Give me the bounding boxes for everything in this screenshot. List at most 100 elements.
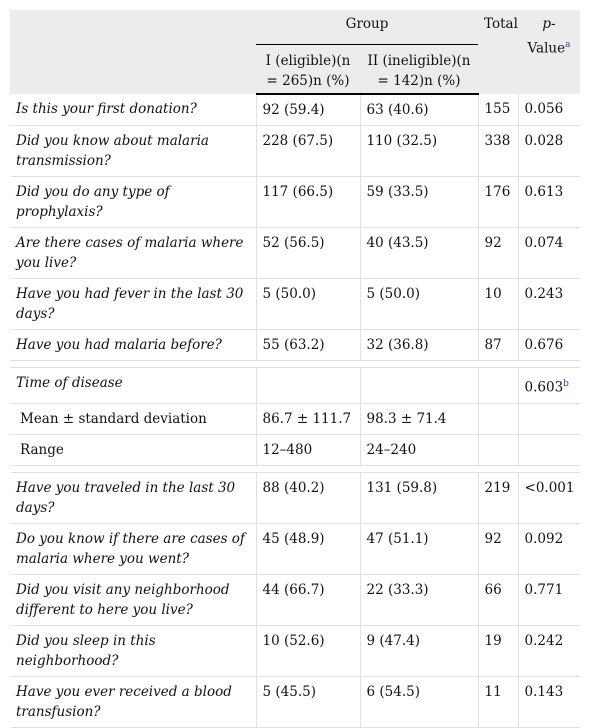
table-row: Did you do any type of prophylaxis? 117 … [10, 176, 581, 228]
question-cell: Are there cases of malaria where you liv… [10, 227, 256, 279]
pvalue-cell: 0.603b [517, 367, 581, 404]
table-row-range: Range 12–480 24–240 [10, 434, 581, 466]
pvalue-text: 0.603 [524, 379, 564, 396]
footnote-b-link[interactable]: b [563, 379, 569, 389]
header-empty-cell [10, 10, 256, 94]
total-cell: 66 [477, 574, 519, 626]
eligible-cell: 86.7 ± 111.7 [255, 403, 360, 435]
pvalue-cell: 0.242 [517, 625, 581, 677]
eligible-cell: 92 (59.4) [255, 94, 360, 126]
ineligible-cell: 131 (59.8) [359, 472, 479, 524]
ineligible-cell: 5 (50.0) [359, 278, 479, 330]
question-cell: Is this your first donation? [10, 94, 256, 126]
total-cell: 219 [477, 472, 519, 524]
eligible-cell: 44 (66.7) [255, 574, 360, 626]
eligible-cell: 228 (67.5) [255, 125, 360, 177]
ineligible-cell: 110 (32.5) [359, 125, 479, 177]
malaria-survey-table: Group Total p- Valuea I (eligible)(n = 2… [10, 10, 581, 728]
eligible-cell: 52 (56.5) [255, 227, 360, 279]
eligible-cell: 55 (63.2) [255, 329, 360, 361]
table-row-time-of-disease: Time of disease 0.603b [10, 367, 581, 404]
header-col-ineligible: II (ineligible)(n = 142)n (%) [360, 44, 479, 95]
data-table-container: Group Total p- Valuea I (eligible)(n = 2… [10, 10, 581, 728]
ineligible-cell: 22 (33.3) [359, 574, 479, 626]
question-cell: Did you sleep in this neighborhood? [10, 625, 256, 677]
question-cell: Did you know about malaria transmission? [10, 125, 256, 177]
header-pvalue-label: Value [527, 40, 566, 57]
question-cell: Did you do any type of prophylaxis? [10, 176, 256, 228]
header-col-eligible: I (eligible)(n = 265)n (%) [256, 44, 360, 95]
eligible-cell [255, 367, 360, 404]
table-row: Have you traveled in the last 30 days? 8… [10, 472, 581, 524]
ineligible-cell: 6 (54.5) [359, 676, 479, 728]
header-total: Total [478, 10, 519, 94]
eligible-cell: 5 (50.0) [255, 278, 360, 330]
question-cell: Did you visit any neighborhood different… [10, 574, 256, 626]
pvalue-cell: 0.056 [517, 94, 581, 126]
total-cell: 338 [477, 125, 519, 177]
pvalue-cell: <0.001 [517, 472, 581, 524]
total-cell: 19 [477, 625, 519, 677]
question-cell: Have you had fever in the last 30 days? [10, 278, 256, 330]
total-cell: 87 [477, 329, 519, 361]
table-row: Did you know about malaria transmission?… [10, 125, 581, 177]
total-cell: 10 [477, 278, 519, 330]
pvalue-cell [517, 403, 581, 435]
pvalue-cell: 0.074 [517, 227, 581, 279]
pvalue-cell: 0.676 [517, 329, 581, 361]
total-cell [477, 403, 519, 435]
ineligible-cell [359, 367, 479, 404]
eligible-cell: 10 (52.6) [255, 625, 360, 677]
question-cell: Time of disease [10, 367, 256, 404]
header-pvalue-p: p- [542, 16, 556, 32]
eligible-cell: 45 (48.9) [255, 523, 360, 575]
pvalue-cell [517, 434, 581, 466]
total-cell: 176 [477, 176, 519, 228]
header-group: Group [256, 10, 479, 45]
mean-label-cell: Mean ± standard deviation [10, 403, 256, 435]
footnote-a-link[interactable]: a [565, 40, 571, 50]
ineligible-cell: 59 (33.5) [359, 176, 479, 228]
total-cell [477, 434, 519, 466]
table-row: Have you ever received a blood transfusi… [10, 676, 581, 728]
ineligible-cell: 63 (40.6) [359, 94, 479, 126]
pvalue-cell: 0.613 [517, 176, 581, 228]
table-row: Is this your first donation? 92 (59.4) 6… [10, 94, 581, 126]
ineligible-cell: 40 (43.5) [359, 227, 479, 279]
eligible-cell: 117 (66.5) [255, 176, 360, 228]
header-row-1: Group Total p- Valuea [10, 10, 581, 94]
total-cell: 155 [477, 94, 519, 126]
ineligible-cell: 32 (36.8) [359, 329, 479, 361]
ineligible-cell: 9 (47.4) [359, 625, 479, 677]
pvalue-cell: 0.143 [517, 676, 581, 728]
pvalue-cell: 0.243 [517, 278, 581, 330]
table-row: Did you sleep in this neighborhood? 10 (… [10, 625, 581, 677]
table-row-mean: Mean ± standard deviation 86.7 ± 111.7 9… [10, 403, 581, 435]
table-row: Have you had malaria before? 55 (63.2) 3… [10, 329, 581, 361]
total-cell: 92 [477, 523, 519, 575]
header-row-2: I (eligible)(n = 265)n (%) II (ineligibl… [10, 44, 580, 95]
pvalue-cell: 0.028 [517, 125, 581, 177]
spacer-row [10, 360, 581, 368]
question-cell: Have you traveled in the last 30 days? [10, 472, 256, 524]
table-row: Are there cases of malaria where you liv… [10, 227, 581, 279]
table-row: Do you know if there are cases of malari… [10, 523, 581, 575]
spacer-row [10, 465, 581, 473]
ineligible-cell: 24–240 [359, 434, 479, 466]
ineligible-cell: 47 (51.1) [359, 523, 479, 575]
eligible-cell: 12–480 [255, 434, 360, 466]
eligible-cell: 5 (45.5) [255, 676, 360, 728]
range-label-cell: Range [10, 434, 256, 466]
total-cell: 11 [477, 676, 519, 728]
header-pvalue: p- Valuea [518, 10, 581, 94]
pvalue-cell: 0.771 [517, 574, 581, 626]
total-cell [477, 367, 519, 404]
pvalue-cell: 0.092 [517, 523, 581, 575]
eligible-cell: 88 (40.2) [255, 472, 360, 524]
total-cell: 92 [477, 227, 519, 279]
table-row: Have you had fever in the last 30 days? … [10, 278, 581, 330]
ineligible-cell: 98.3 ± 71.4 [359, 403, 479, 435]
question-cell: Have you had malaria before? [10, 329, 256, 361]
question-cell: Have you ever received a blood transfusi… [10, 676, 256, 728]
question-cell: Do you know if there are cases of malari… [10, 523, 256, 575]
